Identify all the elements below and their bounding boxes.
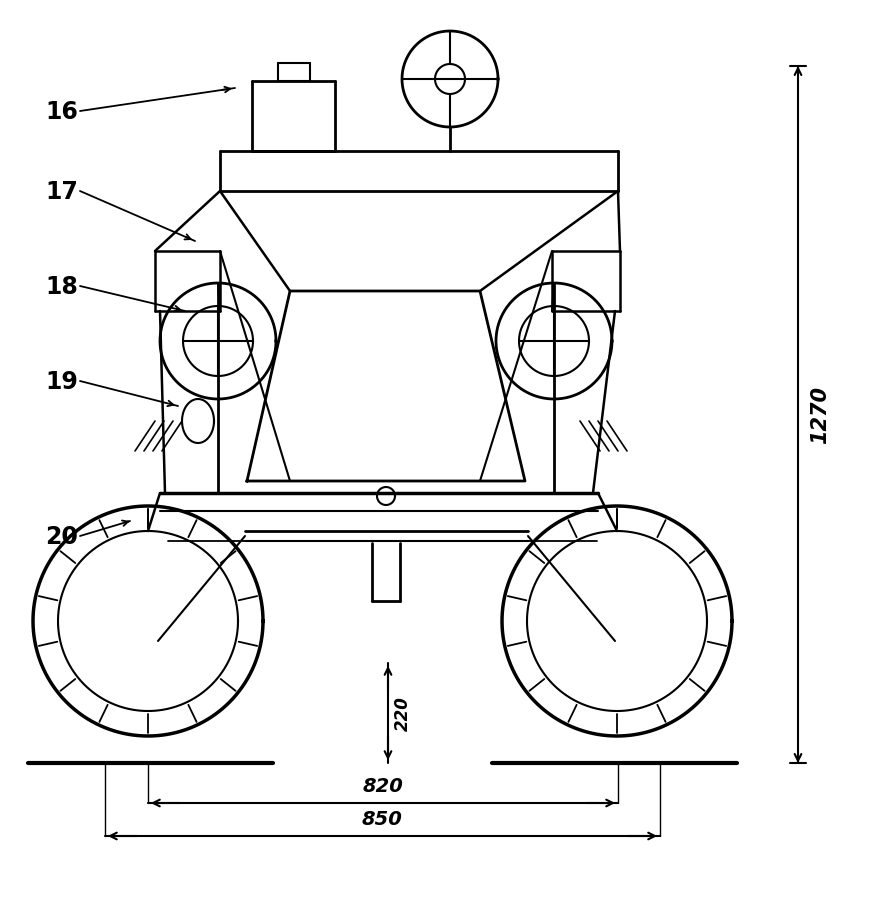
Text: 1270: 1270 bbox=[809, 386, 829, 444]
Text: 220: 220 bbox=[394, 696, 412, 731]
Text: 850: 850 bbox=[362, 809, 402, 828]
Text: 18: 18 bbox=[45, 275, 78, 299]
Text: 19: 19 bbox=[45, 370, 78, 394]
Text: 20: 20 bbox=[45, 525, 78, 548]
Text: 820: 820 bbox=[362, 776, 403, 795]
Text: 16: 16 bbox=[45, 100, 78, 124]
Text: 17: 17 bbox=[45, 179, 78, 204]
